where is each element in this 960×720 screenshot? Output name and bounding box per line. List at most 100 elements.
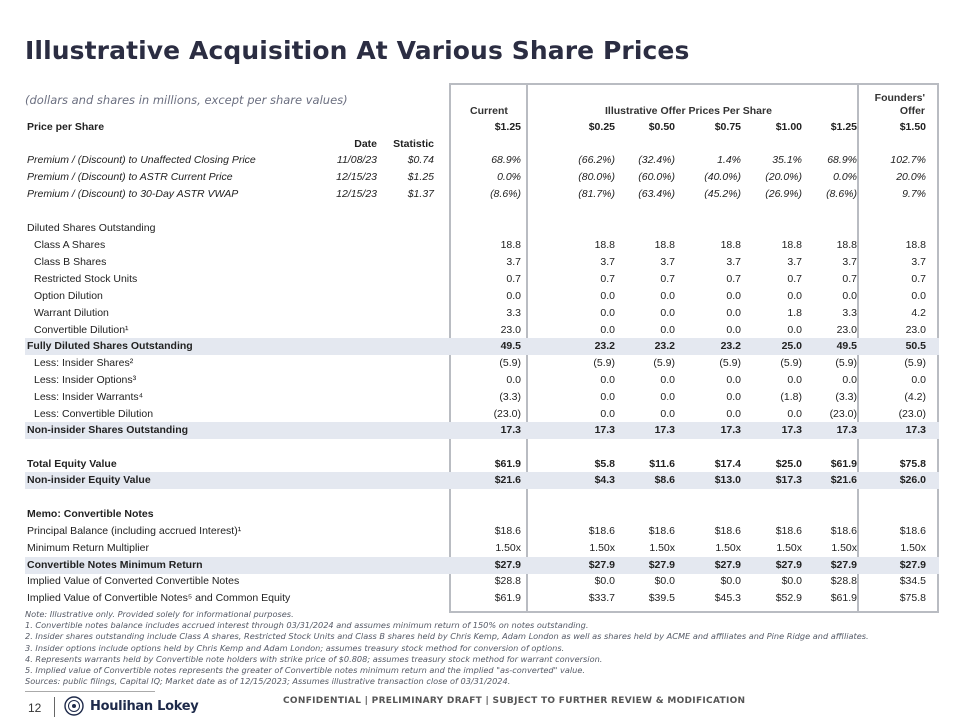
cell-value: $18.6	[494, 525, 521, 537]
cell-value: $27.9	[588, 559, 615, 571]
row-label: Premium / (Discount) to 30-Day ASTR VWAP	[27, 188, 239, 200]
cell-value: $21.6	[494, 474, 521, 486]
share-row: Class A Shares 18.8 18.8 18.8 18.8 18.8 18.8 18…	[25, 237, 939, 254]
cell-value: 0.0	[726, 324, 741, 336]
cell-value: 3.7	[726, 256, 741, 268]
row-label: Fully Diluted Shares Outstanding	[27, 340, 193, 352]
row-label: Implied Value of Convertible Notes⁵ and …	[27, 592, 291, 604]
row-label: Class A Shares	[34, 239, 106, 251]
cell-value: 4.2	[911, 307, 926, 319]
row-label: Minimum Return Multiplier	[27, 542, 149, 554]
cell-value: 0.7	[911, 273, 926, 285]
cell-value: $13.0	[714, 474, 741, 486]
cell-value: $0.25	[588, 121, 615, 133]
cell-value: $27.9	[494, 559, 521, 571]
cell-value: 0.0	[600, 374, 615, 386]
cell-value: $26.0	[899, 474, 926, 486]
row-label: Memo: Convertible Notes	[27, 508, 154, 520]
cell-value: 3.7	[506, 256, 521, 268]
cell-value: $45.3	[714, 592, 741, 604]
cell-value: 0.0	[842, 374, 857, 386]
cell-value: (81.7%)	[578, 188, 615, 200]
cell-value: 0.7	[726, 273, 741, 285]
cell-value: $17.4	[714, 458, 741, 470]
cell-value: $25.0	[775, 458, 802, 470]
cell-value: $18.6	[899, 525, 926, 537]
cell-value: (32.4%)	[638, 154, 675, 166]
cell-value: 0.0	[660, 307, 675, 319]
cell-value: 1.50x	[715, 542, 741, 554]
cell-value: 18.8	[836, 239, 857, 251]
cell-value: 0.0	[600, 391, 615, 403]
cell-value: 0.0	[726, 408, 741, 420]
cell-value: 0.0	[660, 408, 675, 420]
header-statistic: Statistic	[393, 138, 434, 150]
cell-value: 23.0	[905, 324, 926, 336]
cell-value: $0.0	[654, 575, 675, 587]
cell-value: $18.6	[714, 525, 741, 537]
cell-value: $28.8	[494, 575, 521, 587]
cell-value: $5.8	[594, 458, 615, 470]
cell-value: 18.8	[905, 239, 926, 251]
cell-value: $39.5	[648, 592, 675, 604]
row-label: Total Equity Value	[27, 458, 117, 470]
premium-statistic: $1.25	[407, 171, 434, 183]
cell-value: 0.0	[911, 290, 926, 302]
cell-value: 18.8	[781, 239, 802, 251]
price-per-share-row: Price per Share $1.25 $0.25 $0.50 $0.75 $1.00…	[25, 119, 939, 136]
row-label: Price per Share	[27, 121, 105, 133]
footnote: 3. Insider options include options held …	[25, 642, 565, 653]
cell-value: 23.0	[836, 324, 857, 336]
cell-value: (5.9)	[653, 357, 675, 369]
cell-value: $8.6	[654, 474, 675, 486]
cell-value: $17.3	[775, 474, 802, 486]
cell-value: 18.8	[720, 239, 741, 251]
cell-value: $18.6	[830, 525, 857, 537]
cell-value: (66.2%)	[578, 154, 615, 166]
cell-value: $52.9	[775, 592, 802, 604]
cell-value: 0.0	[787, 408, 802, 420]
cell-value: $27.9	[775, 559, 802, 571]
cell-value: 3.7	[600, 256, 615, 268]
cell-value: 17.3	[781, 424, 802, 436]
cell-value: 0.0	[600, 290, 615, 302]
cell-value: (63.4%)	[638, 188, 675, 200]
cell-value: $18.6	[775, 525, 802, 537]
row-label: Less: Insider Shares²	[34, 357, 134, 369]
cell-value: 0.0	[506, 374, 521, 386]
cell-value: 1.4%	[717, 154, 741, 166]
premium-date: 11/08/23	[336, 154, 377, 166]
cell-value: 0.0	[787, 324, 802, 336]
cell-value: 23.0	[500, 324, 521, 336]
header-date: Date	[354, 138, 377, 150]
cell-value: $18.6	[648, 525, 675, 537]
cell-value: (3.3)	[835, 391, 857, 403]
cell-value: 23.2	[594, 340, 615, 352]
row-label: Non-insider Equity Value	[27, 474, 151, 486]
cell-value: (45.2%)	[704, 188, 741, 200]
cell-value: 17.3	[654, 424, 675, 436]
cell-value: 3.7	[787, 256, 802, 268]
footnotes: Note: Illustrative only. Provided solely…	[25, 609, 869, 687]
cell-value: (23.0)	[829, 408, 857, 420]
row-label: Less: Insider Options³	[34, 374, 137, 386]
cell-value: 68.9%	[827, 154, 857, 166]
cell-value: 0.0%	[497, 171, 521, 183]
footnote: 2. Insider shares outstanding include Cl…	[25, 631, 869, 642]
footnote: 4. Represents warrants held by Convertib…	[25, 653, 603, 664]
premium-statistic: $1.37	[407, 188, 434, 200]
header-founders-line2: Offer	[899, 105, 925, 117]
share-row: Class B Shares 3.7 3.7 3.7 3.7 3.7 3.7 3.7	[25, 254, 939, 271]
logo-wordmark: Houlihan Lokey	[90, 699, 199, 714]
date-statistic-header-row: Date Statistic	[25, 136, 939, 153]
cell-value: $21.6	[830, 474, 857, 486]
row-label: Class B Shares	[34, 256, 107, 268]
memo-row: Convertible Notes Minimum Return $27.9 $27…	[25, 557, 939, 574]
non-insider-equity-row: Non-insider Equity Value $21.6 $4.3 $8.6 $13…	[25, 472, 939, 489]
cell-value: 0.0	[660, 324, 675, 336]
cell-value: $61.9	[494, 592, 521, 604]
cell-value: $27.9	[899, 559, 926, 571]
cell-value: 0.7	[660, 273, 675, 285]
cell-value: 17.3	[500, 424, 521, 436]
footnote: 5. Implied value of Convertible notes re…	[25, 665, 585, 676]
